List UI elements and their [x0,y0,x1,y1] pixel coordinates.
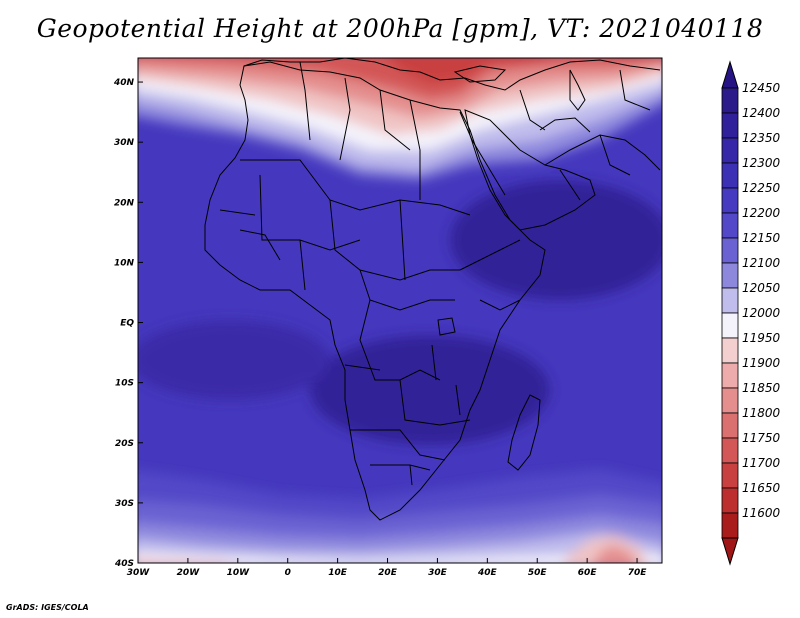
colorbar-level-label: 11950 [742,331,781,345]
lat-tick-label: 30S [115,499,134,509]
lon-tick-label: 70E [628,568,648,578]
lat-tick-label: 10S [115,379,134,389]
colorbar-level-label: 11800 [742,406,781,420]
colorbar-level-label: 11600 [742,506,781,520]
madagascar-coastline [507,394,541,471]
colorbar-swatch [721,262,739,289]
arabia-coastline [464,109,596,231]
colorbar-swatch [721,487,739,514]
colorbar-top-arrow [721,60,739,89]
colorbar-swatch [721,387,739,414]
colorbar-level-label: 12250 [742,181,781,195]
lon-tick-label: 20W [177,568,201,578]
colorbar-level-label: 12050 [742,281,781,295]
colorbar-swatch [721,437,739,464]
colorbar-level-label: 12150 [742,231,781,245]
plot-frame [137,57,663,564]
colorbar-level-label: 11650 [742,481,781,495]
lon-tick-label: 30W [127,568,151,578]
colorbar-level-label: 12400 [742,106,781,120]
africa-coastline [204,61,546,521]
colorbar-swatch [721,412,739,439]
lon-tick-label: 40E [477,568,498,578]
lat-tick-label: 40S [114,559,134,569]
colorbar-level-label: 11700 [742,456,781,470]
colorbar-level-label: 12100 [742,256,781,270]
colorbar-swatch [721,512,739,539]
lon-tick-label: 50E [528,568,548,578]
europe-coastline [243,58,661,91]
colorbar-swatch [721,112,739,139]
asia-coastline [544,134,661,171]
lon-tick-label: 30E [428,568,448,578]
lon-tick-label: 60E [578,568,598,578]
colorbar-swatch [721,362,739,389]
colorbar-level-label: 11900 [742,356,781,370]
lon-tick-label: 10E [328,568,348,578]
lon-tick-label: 20E [378,568,398,578]
colorbar-swatch [721,212,739,239]
colorbar-swatch [721,137,739,164]
colorbar-swatch [721,462,739,489]
map-title: Geopotential Height at 200hPa [gpm], VT:… [36,14,764,43]
colorbar-swatch [721,237,739,264]
colorbar-level-label: 12450 [742,81,781,95]
colorbar-swatch [721,162,739,189]
lat-tick-label: 40N [113,78,135,88]
colorbar-bottom-arrow [721,537,739,566]
colorbar-swatch [721,287,739,314]
lat-tick-label: 30N [114,138,135,148]
colorbar-level-label: 11850 [742,381,781,395]
colorbar-level-label: 11750 [742,431,781,445]
lat-tick-label: 10N [114,258,135,268]
colorbar-level-label: 12000 [742,306,781,320]
lon-tick-label: 10W [227,568,251,578]
lat-tick-label: 20N [114,198,135,208]
colorbar-swatch [721,187,739,214]
colorbar-swatch [721,312,739,339]
colorbar-level-label: 12350 [742,131,781,145]
coastlines [204,58,661,521]
grads-credit: GrADS: IGES/COLA [6,603,89,612]
longitude-axis: 30W 20W 10W 0 10E 20E 30E 40E 50E 60E 70E [127,558,647,578]
colorbar: 12450 12400 12350 12300 12250 12200 12150 12100… [721,60,781,566]
lat-tick-label: 20S [115,439,134,449]
lon-tick-label: 0 [285,568,291,578]
latitude-axis: 40N 30N 20N 10N EQ 10S 20S 30S 40S [113,78,143,569]
colorbar-swatch [721,337,739,364]
colorbar-level-label: 12200 [742,206,781,220]
colorbar-level-label: 12300 [742,156,781,170]
lat-tick-label: EQ [120,319,134,329]
colorbar-swatch [721,87,739,114]
